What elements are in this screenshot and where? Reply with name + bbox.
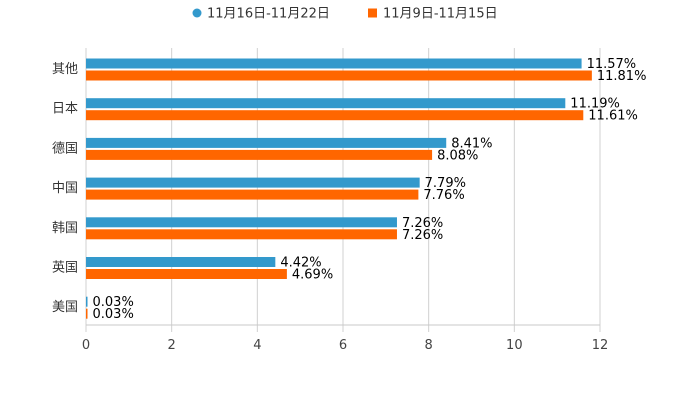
bar-series2[interactable] xyxy=(86,149,433,160)
x-tick-label: 2 xyxy=(168,338,176,353)
data-label: 8.08% xyxy=(437,148,478,163)
category-label: 中国 xyxy=(52,181,78,196)
bar-series1[interactable] xyxy=(86,177,420,188)
data-label: 7.76% xyxy=(423,188,464,203)
legend-label[interactable]: 11月9日-11月15日 xyxy=(383,7,498,22)
bar-series1[interactable] xyxy=(86,58,582,69)
data-label: 7.26% xyxy=(402,228,443,243)
x-tick-label: 0 xyxy=(82,338,90,353)
x-tick-label: 10 xyxy=(506,338,523,353)
category-label: 英国 xyxy=(52,261,78,276)
bar-series2[interactable] xyxy=(86,308,88,319)
data-label: 8.41% xyxy=(451,136,492,151)
category-label: 韩国 xyxy=(52,221,78,236)
bar-series1[interactable] xyxy=(86,98,566,109)
category-label: 日本 xyxy=(52,102,78,117)
legend-label[interactable]: 11月16日-11月22日 xyxy=(207,7,330,22)
x-tick-label: 12 xyxy=(592,338,609,353)
data-label: 0.03% xyxy=(93,295,134,310)
data-label: 4.42% xyxy=(280,256,321,271)
legend-marker-series1[interactable] xyxy=(192,8,202,18)
legend-marker-series2[interactable] xyxy=(368,8,377,18)
category-label: 德国 xyxy=(52,141,78,156)
category-label: 其他 xyxy=(52,62,78,77)
data-label: 0.03% xyxy=(93,307,134,322)
data-label: 11.57% xyxy=(587,57,637,72)
bar-series1[interactable] xyxy=(86,257,276,267)
x-tick-label: 8 xyxy=(425,338,433,353)
data-label: 7.79% xyxy=(425,176,466,191)
data-label: 11.19% xyxy=(570,97,620,112)
category-label: 美国 xyxy=(52,300,78,315)
data-label: 11.81% xyxy=(597,69,647,84)
x-tick-label: 4 xyxy=(253,338,261,353)
data-label: 7.26% xyxy=(402,216,443,231)
bar-series2[interactable] xyxy=(86,229,397,240)
bar-series1[interactable] xyxy=(86,137,447,148)
bar-series2[interactable] xyxy=(86,189,419,200)
bar-series2[interactable] xyxy=(86,110,584,121)
bar-series2[interactable] xyxy=(86,269,287,279)
data-label: 4.69% xyxy=(292,268,333,283)
bar-series2[interactable] xyxy=(86,70,592,81)
bar-series1[interactable] xyxy=(86,217,397,228)
bar-series1[interactable] xyxy=(86,296,88,307)
data-label: 11.61% xyxy=(588,109,638,124)
x-tick-label: 6 xyxy=(339,338,347,353)
